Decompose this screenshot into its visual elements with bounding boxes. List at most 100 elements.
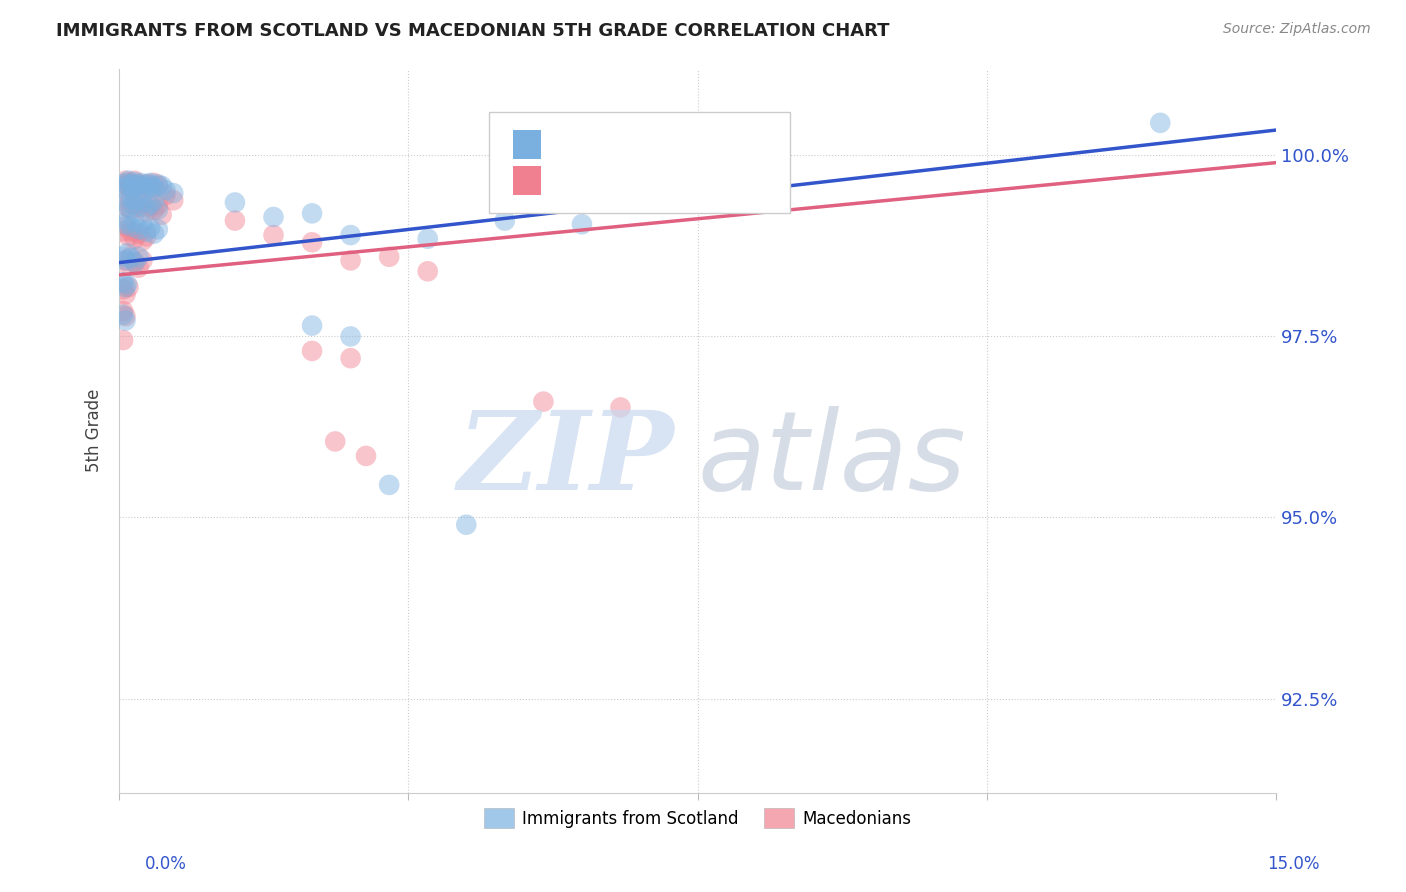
Point xyxy=(114,199,136,213)
Text: N = 64: N = 64 xyxy=(686,134,754,153)
Point xyxy=(135,201,157,215)
Point xyxy=(122,181,145,195)
Point xyxy=(139,181,162,195)
Point xyxy=(124,255,146,269)
Point xyxy=(143,202,166,217)
Point xyxy=(124,255,146,269)
Point xyxy=(117,201,139,215)
Point xyxy=(155,183,177,197)
Point xyxy=(354,449,377,463)
Point xyxy=(1149,116,1171,130)
Point xyxy=(339,329,361,343)
Point xyxy=(114,313,136,327)
Point xyxy=(128,250,150,264)
Point xyxy=(323,434,346,449)
Point xyxy=(131,195,153,210)
Text: IMMIGRANTS FROM SCOTLAND VS MACEDONIAN 5TH GRADE CORRELATION CHART: IMMIGRANTS FROM SCOTLAND VS MACEDONIAN 5… xyxy=(56,22,890,40)
Point xyxy=(114,287,136,301)
Point xyxy=(120,181,142,195)
Point xyxy=(114,176,136,190)
Point xyxy=(224,213,246,227)
Text: Source: ZipAtlas.com: Source: ZipAtlas.com xyxy=(1223,22,1371,37)
Point xyxy=(112,282,135,296)
Point xyxy=(112,178,135,192)
Point xyxy=(129,176,152,190)
Text: ZIP: ZIP xyxy=(458,406,675,513)
Point xyxy=(531,394,554,409)
FancyBboxPatch shape xyxy=(513,130,541,159)
Point xyxy=(128,178,150,192)
Point xyxy=(112,275,135,289)
Point xyxy=(146,178,169,192)
Point xyxy=(120,224,142,238)
Point xyxy=(120,252,142,266)
Point xyxy=(117,280,139,294)
Point xyxy=(416,264,439,278)
Point xyxy=(114,253,136,268)
Point xyxy=(263,210,285,224)
Point xyxy=(162,194,184,208)
Point xyxy=(122,178,145,192)
Point xyxy=(115,178,138,193)
Point xyxy=(609,401,631,415)
Point xyxy=(263,228,285,243)
Point xyxy=(117,174,139,188)
Point xyxy=(139,199,162,213)
Point xyxy=(135,178,157,192)
Point xyxy=(131,217,153,231)
Point xyxy=(128,199,150,213)
Point xyxy=(117,259,139,273)
Point xyxy=(128,222,150,236)
Point xyxy=(124,232,146,246)
Point xyxy=(146,202,169,217)
Point xyxy=(339,351,361,366)
Point xyxy=(494,213,516,227)
Point xyxy=(112,181,135,195)
Point xyxy=(115,246,138,260)
Point xyxy=(114,174,136,188)
Point xyxy=(146,222,169,236)
Point xyxy=(114,219,136,234)
Point xyxy=(114,309,136,323)
Point xyxy=(339,228,361,243)
Text: 15.0%: 15.0% xyxy=(1267,855,1320,872)
Point xyxy=(128,178,150,192)
Point xyxy=(139,197,162,211)
Point xyxy=(124,194,146,208)
Point xyxy=(150,178,173,193)
Point xyxy=(125,178,148,193)
Point xyxy=(120,192,142,206)
Point xyxy=(120,202,142,217)
Point xyxy=(112,304,135,318)
Point xyxy=(117,229,139,244)
Point xyxy=(131,234,153,248)
Point xyxy=(135,205,157,219)
Point xyxy=(117,176,139,190)
Point xyxy=(141,178,163,193)
Point xyxy=(416,232,439,246)
Point xyxy=(120,178,142,192)
Point xyxy=(378,250,401,264)
Point xyxy=(135,224,157,238)
Point xyxy=(124,174,146,188)
Text: atlas: atlas xyxy=(697,406,966,513)
Point xyxy=(139,176,162,190)
Point xyxy=(117,194,139,208)
Point xyxy=(112,308,135,322)
Point xyxy=(150,208,173,222)
Point xyxy=(301,235,323,250)
Point xyxy=(115,178,138,193)
Point xyxy=(124,197,146,211)
Point xyxy=(120,219,142,234)
Point xyxy=(139,220,162,235)
Text: 0.0%: 0.0% xyxy=(145,855,187,872)
Point xyxy=(135,181,157,195)
Text: R = 0.338: R = 0.338 xyxy=(553,134,651,153)
Text: N = 68: N = 68 xyxy=(686,169,754,187)
Point xyxy=(143,181,166,195)
Point xyxy=(124,175,146,189)
Point xyxy=(378,478,401,492)
Point xyxy=(571,217,593,231)
Point xyxy=(131,253,153,268)
Point xyxy=(114,280,136,294)
